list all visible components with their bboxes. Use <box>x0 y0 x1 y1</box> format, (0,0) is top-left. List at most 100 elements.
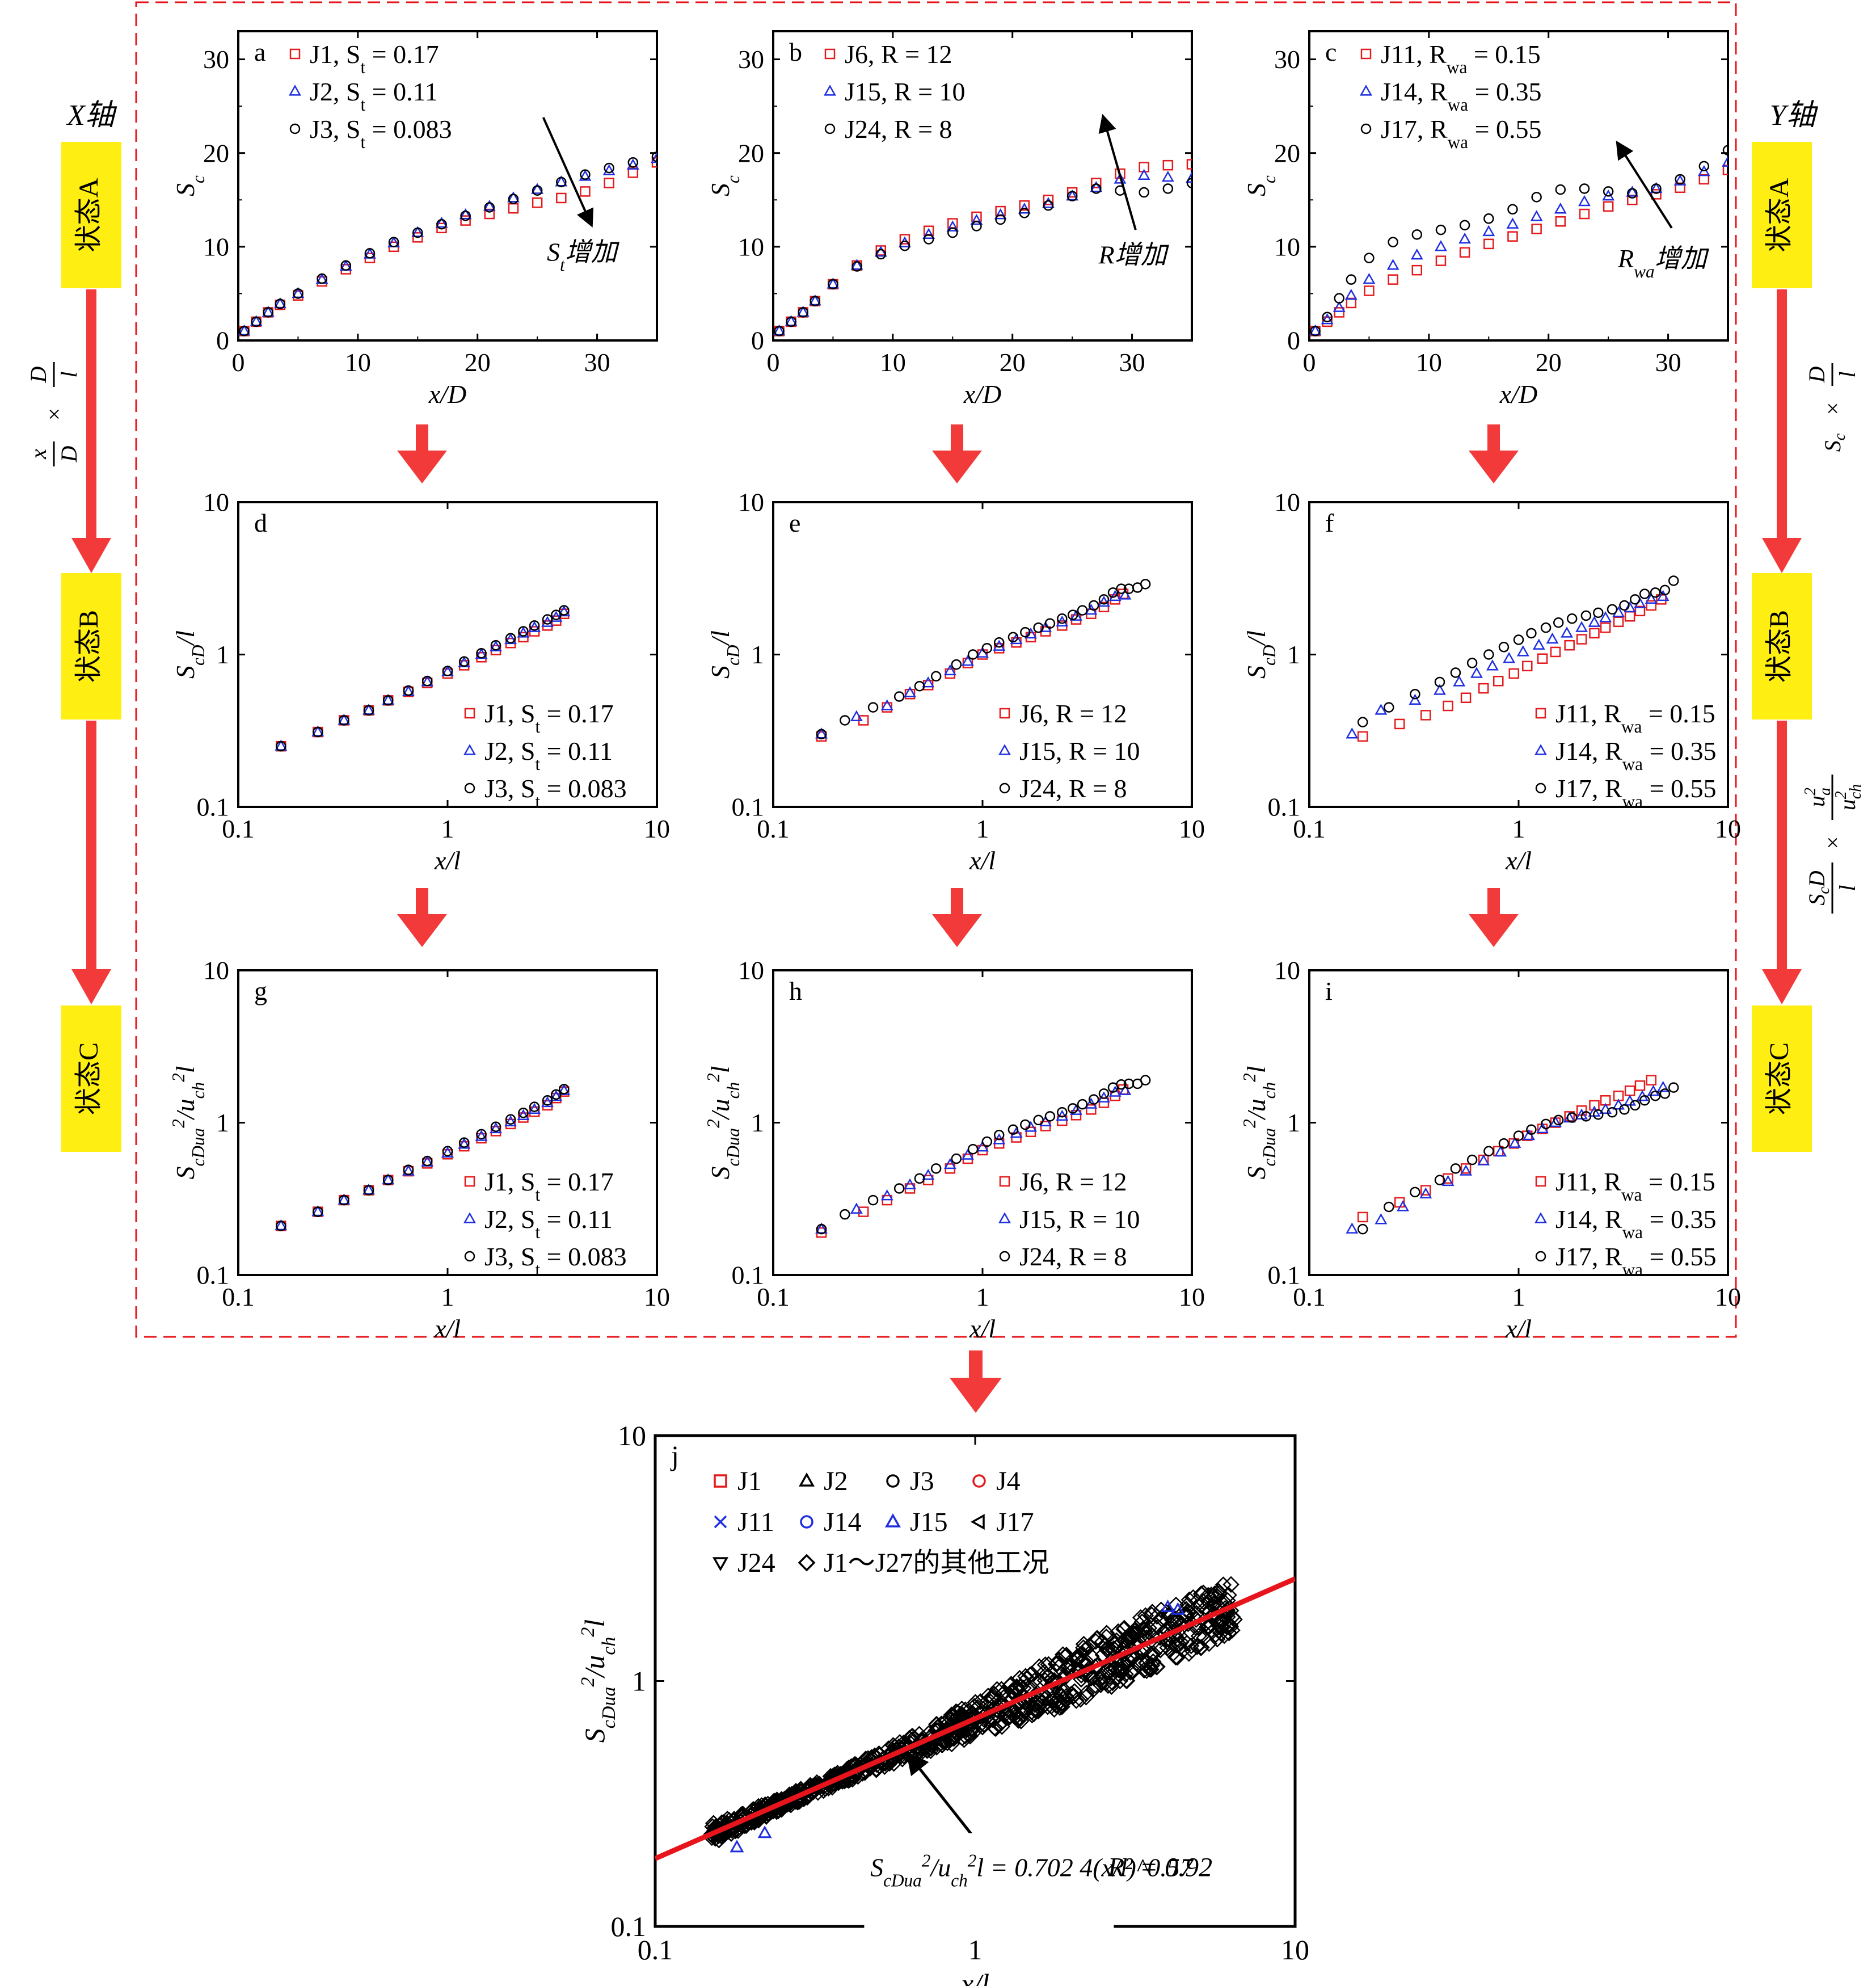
cloud-point-756 <box>1158 1604 1175 1621</box>
down-arrow-c-f <box>1469 424 1519 483</box>
point-f-s0-17 <box>1634 605 1646 617</box>
x-tick-label-b-1: 10 <box>880 348 906 377</box>
svg-text:l: l <box>1835 885 1860 891</box>
legend-marker-h-0 <box>999 1176 1010 1187</box>
x-axis-label-i: x/l <box>1505 1314 1532 1343</box>
x-tick-label-i-2: 10 <box>1715 1282 1741 1311</box>
point-a-s1-2 <box>262 305 275 317</box>
legend-marker-b-2 <box>824 123 836 134</box>
point-i-s2-13 <box>1580 1111 1592 1122</box>
data-points-c <box>1309 145 1728 336</box>
point-i-s2-18 <box>1639 1095 1650 1106</box>
state-a-box-left <box>61 142 121 288</box>
point-h-s1-5 <box>943 1158 956 1169</box>
x-tick-label-e-1: 1 <box>976 814 989 843</box>
point-b-s2-14 <box>1066 191 1078 201</box>
point-f-s1-3 <box>1434 684 1446 695</box>
point-c-s1-12 <box>1554 203 1567 214</box>
cloud-point-437 <box>1098 1641 1115 1659</box>
cloud-point-423 <box>1068 1692 1085 1709</box>
state-b-box-left <box>61 573 121 719</box>
svg-text:D: D <box>26 366 51 383</box>
cloud-point-827 <box>1136 1624 1154 1642</box>
x-tick-label-a-2: 20 <box>465 348 491 377</box>
transform-formula-left: x D × D l <box>26 362 82 466</box>
annotation-arrow-c <box>1616 140 1673 229</box>
legend-label-c-1: J14, Rwa = 0.35 <box>1381 77 1542 115</box>
legend-j: J1 J2 J3 J4 J11 J14 J15 J17 J24 J1～J27的其他工况 <box>713 1466 1049 1578</box>
y-tick-label-c-2: 20 <box>1274 138 1300 167</box>
point-i-s1-8 <box>1508 1137 1521 1148</box>
point-g-s1-3 <box>362 1183 375 1195</box>
state-a-label-right: 状态A <box>1764 178 1794 252</box>
fit-equation: ScDua2/uch2l = 0.702 4(x/l)^0.57 <box>870 1850 1194 1890</box>
point-c-s1-9 <box>1482 225 1495 237</box>
point-c-s0-7 <box>1435 255 1447 266</box>
state-c-label-left: 状态C <box>74 1042 104 1115</box>
y-tick-label-j-2: 10 <box>618 1420 646 1451</box>
annotation-text-b: R增加 <box>1098 241 1170 270</box>
point-h-s2-20 <box>1116 1079 1127 1090</box>
x-tick-label-c-3: 30 <box>1655 348 1681 377</box>
legend-label-f-2: J17, Rwa = 0.55 <box>1555 774 1717 811</box>
point-c-s2-9 <box>1483 213 1494 224</box>
point-c-s0-4 <box>1364 285 1375 296</box>
legend-marker-j-0 <box>714 1474 727 1488</box>
point-i-s1-2 <box>1397 1200 1409 1211</box>
y-tick-label-e-2: 10 <box>738 488 764 517</box>
point-b-s1-4 <box>827 277 840 289</box>
flow-bar-left-1 <box>86 289 96 539</box>
point-f-s0-10 <box>1550 646 1561 658</box>
point-d-s2-5 <box>403 685 414 696</box>
cloud-point-766 <box>1110 1661 1127 1678</box>
point-f-s1-11 <box>1561 626 1573 638</box>
point-g-s1-12 <box>517 1109 530 1120</box>
point-b-s2-8 <box>923 234 934 245</box>
point-c-s1-0 <box>1309 324 1322 336</box>
x-tick-label-h-0: 0.1 <box>757 1282 790 1311</box>
point-a-s2-5 <box>317 273 327 284</box>
point-b-s1-5 <box>850 259 863 270</box>
point-f-s0-6 <box>1493 675 1504 687</box>
point-e-s2-14 <box>1057 613 1068 624</box>
point-e-s2-19 <box>1107 587 1119 598</box>
point-d-s1-1 <box>311 725 324 737</box>
point-b-s2-11 <box>995 214 1006 225</box>
cloud-point-485 <box>1145 1645 1162 1662</box>
point-h-s0-14 <box>1086 1104 1097 1115</box>
legend-label-i-2: J17, Rwa = 0.55 <box>1555 1242 1717 1280</box>
flow-arrow-left-1 <box>71 538 111 573</box>
legend-marker-a-2 <box>289 123 301 134</box>
point-d-s1-12 <box>517 626 530 638</box>
panel-letter-d: d <box>254 508 267 537</box>
cloud-point-823 <box>1054 1646 1072 1663</box>
point-f-s0-15 <box>1613 616 1624 628</box>
point-e-s2-16 <box>1077 605 1088 616</box>
cloud-point-727 <box>1181 1591 1198 1609</box>
y-tick-label-a-3: 30 <box>203 45 229 74</box>
point-g-s2-6 <box>421 1155 433 1167</box>
point-h-s1-17 <box>1119 1084 1132 1095</box>
data-points-h <box>815 1075 1151 1238</box>
data-points-b <box>773 159 1192 336</box>
legend-label-b-1: J15, R = 10 <box>845 77 966 106</box>
point-f-s0-4 <box>1460 692 1472 704</box>
svg-text:x: x <box>26 449 51 460</box>
point-h-s2-15 <box>1067 1103 1078 1114</box>
legend-label-b-2: J24, R = 8 <box>845 115 952 144</box>
point-f-s2-4 <box>1450 667 1461 678</box>
point-i-s2-11 <box>1553 1114 1564 1126</box>
legend-b: J6, R = 12 J15, R = 10 J24, R = 8 <box>824 40 966 144</box>
x-tick-label-a-1: 10 <box>345 348 371 377</box>
point-a-s0-14 <box>532 197 543 208</box>
x-axis-label-c: x/D <box>1499 380 1537 409</box>
y-tick-label-a-0: 0 <box>216 326 229 355</box>
point-c-s2-13 <box>1579 183 1590 194</box>
legend-label-j-3: J4 <box>996 1466 1021 1496</box>
state-c-label-right: 状态C <box>1764 1042 1794 1115</box>
cloud-point-245 <box>1008 1680 1026 1697</box>
legend-marker-c-2 <box>1360 123 1372 134</box>
point-i-s1-4 <box>1441 1175 1455 1186</box>
